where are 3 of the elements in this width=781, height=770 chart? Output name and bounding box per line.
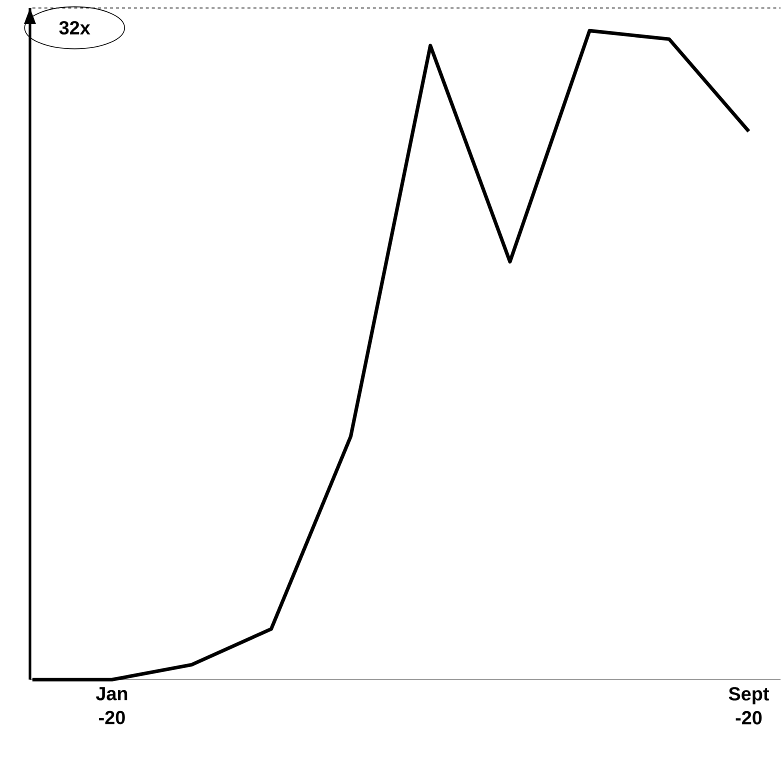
x-tick-label: Sept -20 xyxy=(728,687,770,725)
x-tick-label: Jan -20 xyxy=(96,687,128,724)
legend-label: 32x xyxy=(59,21,90,35)
